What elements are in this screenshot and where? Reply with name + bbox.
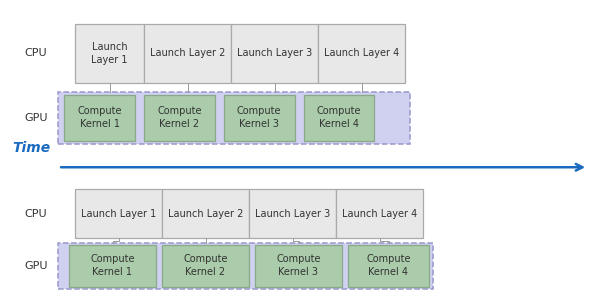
- Text: Compute
Kernel 3: Compute Kernel 3: [237, 106, 281, 129]
- Text: GPU: GPU: [24, 261, 48, 271]
- Text: Compute
Kernel 4: Compute Kernel 4: [366, 254, 411, 277]
- Text: Time: Time: [12, 141, 50, 155]
- Bar: [348, 245, 429, 287]
- Text: Launch Layer 4: Launch Layer 4: [324, 48, 399, 58]
- Bar: [64, 95, 135, 141]
- Text: Launch
Layer 1: Launch Layer 1: [91, 42, 128, 65]
- Text: Launch Layer 4: Launch Layer 4: [342, 209, 417, 219]
- Bar: [75, 24, 144, 83]
- Text: CPU: CPU: [25, 48, 47, 58]
- Text: Launch Layer 2: Launch Layer 2: [168, 209, 243, 219]
- Text: Compute
Kernel 4: Compute Kernel 4: [317, 106, 361, 129]
- Bar: [224, 95, 295, 141]
- Bar: [162, 189, 249, 238]
- Text: Compute
Kernel 2: Compute Kernel 2: [157, 106, 202, 129]
- Bar: [249, 189, 336, 238]
- Bar: [162, 245, 249, 287]
- Text: GPU: GPU: [24, 113, 48, 123]
- Bar: [304, 95, 374, 141]
- Bar: [318, 24, 405, 83]
- Text: Launch Layer 3: Launch Layer 3: [255, 209, 330, 219]
- Text: Compute
Kernel 1: Compute Kernel 1: [77, 106, 122, 129]
- Bar: [58, 243, 433, 289]
- Bar: [144, 95, 215, 141]
- Text: CPU: CPU: [25, 209, 47, 219]
- Bar: [336, 189, 423, 238]
- Bar: [144, 24, 231, 83]
- Text: Compute
Kernel 2: Compute Kernel 2: [183, 254, 228, 277]
- Text: Compute
Kernel 1: Compute Kernel 1: [90, 254, 135, 277]
- Bar: [231, 24, 318, 83]
- Bar: [58, 92, 410, 144]
- Text: Launch Layer 3: Launch Layer 3: [237, 48, 312, 58]
- Bar: [255, 245, 342, 287]
- Text: Launch Layer 2: Launch Layer 2: [150, 48, 225, 58]
- Bar: [69, 245, 156, 287]
- Text: Compute
Kernel 3: Compute Kernel 3: [276, 254, 321, 277]
- Bar: [75, 189, 162, 238]
- Text: Launch Layer 1: Launch Layer 1: [81, 209, 156, 219]
